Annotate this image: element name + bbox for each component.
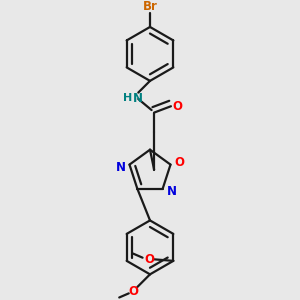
Text: N: N [167, 185, 177, 198]
Text: O: O [144, 253, 154, 266]
Text: H: H [123, 93, 132, 103]
Text: Br: Br [142, 1, 158, 13]
Text: O: O [174, 156, 184, 169]
Text: N: N [133, 92, 143, 105]
Text: N: N [116, 160, 126, 174]
Text: O: O [172, 100, 182, 113]
Text: O: O [128, 285, 138, 298]
